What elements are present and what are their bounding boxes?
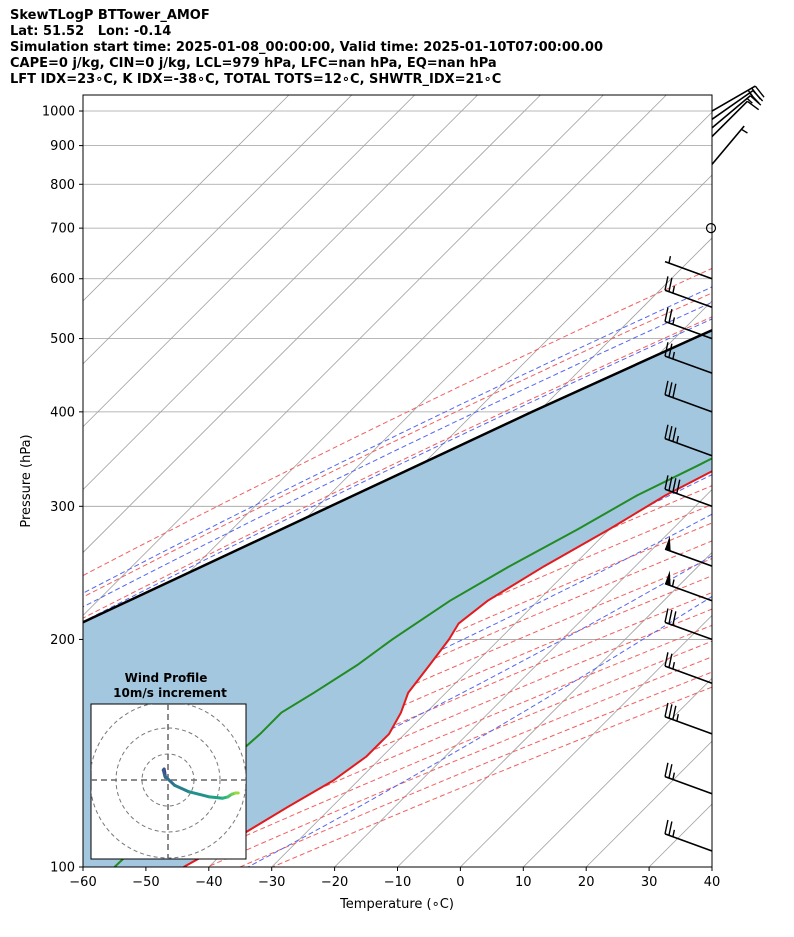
hodograph-segment (173, 783, 191, 794)
y-tick-label: 700 (50, 222, 75, 237)
isotherm-line (83, 95, 290, 302)
wind-barb (664, 570, 713, 602)
x-tick-label: −40 (195, 875, 222, 890)
cape-cin-levels: CAPE=0 j/kg, CIN=0 j/kg, LCL=979 hPa, LF… (10, 56, 497, 71)
wind-barb (664, 608, 713, 641)
x-tick-label: −10 (384, 875, 411, 890)
isotherm-line (334, 489, 712, 867)
y-axis-label: Pressure (hPa) (19, 434, 34, 527)
x-tick-label: 40 (704, 875, 721, 890)
x-tick-label: 0 (456, 875, 464, 890)
hodograph-segment (208, 795, 225, 800)
x-tick-label: −20 (321, 875, 348, 890)
wind-barb (664, 342, 713, 374)
isotherm-line (83, 95, 415, 428)
x-tick-label: 10 (515, 875, 532, 890)
x-tick-label: −30 (258, 875, 285, 890)
y-tick-label: 400 (50, 405, 75, 420)
dewpoint-profile-line (113, 457, 712, 867)
hodograph-segment (163, 774, 176, 787)
isotherm-line (83, 95, 541, 554)
mixing-ratio-line (757, 95, 794, 279)
wind-barb (664, 380, 713, 413)
y-tick-label: 800 (50, 178, 75, 193)
moist-adiabat-line (83, 301, 712, 608)
moist-adiabat-line (83, 286, 712, 594)
wind-barb (664, 535, 713, 567)
y-tick-label: 100 (50, 861, 75, 876)
inset-title: Wind Profile (125, 671, 208, 685)
wind-barb (664, 819, 713, 852)
station-location: Lat: 51.52 Lon: -0.14 (10, 24, 172, 39)
wind-barb (664, 762, 713, 795)
temperature-profile-line (183, 470, 712, 867)
wind-barb (711, 125, 748, 165)
dry-adiabat-line (83, 292, 712, 598)
wind-barb (705, 223, 717, 234)
y-tick-label: 900 (50, 139, 75, 154)
isotherm-line (397, 551, 712, 867)
chart-title: SkewTLogP BTTower_AMOF (10, 8, 210, 23)
x-tick-label: −60 (69, 875, 96, 890)
stability-indices: LFT IDX=23∘C, K IDX=-38∘C, TOTAL TOTS=12… (10, 72, 502, 87)
wind-barb (664, 276, 713, 309)
isotherm-line (83, 95, 604, 616)
wind-barb (711, 89, 764, 120)
wind-barb (664, 256, 713, 280)
wind-barb (664, 307, 713, 340)
y-tick-label: 1000 (42, 105, 75, 120)
isotherm-line (83, 95, 667, 679)
x-tick-label: −50 (132, 875, 159, 890)
isotherm-line (775, 95, 794, 867)
simulation-times: Simulation start time: 2025-01-08_00:00:… (10, 40, 603, 55)
wind-barb (711, 100, 760, 138)
inset-subtitle: 10m/s increment (113, 686, 227, 700)
x-axis-label: Temperature (∘C) (339, 897, 454, 912)
y-tick-label: 200 (50, 633, 75, 648)
hodograph-segment (187, 790, 212, 799)
wind-barb (664, 652, 713, 685)
wind-barb (664, 702, 713, 735)
x-tick-label: 20 (578, 875, 595, 890)
moist-adiabat-line (83, 318, 712, 623)
wind-barb (664, 424, 713, 457)
y-tick-label: 500 (50, 332, 75, 347)
isotherm-line (523, 677, 712, 867)
isotherm-line (460, 614, 712, 867)
dry-adiabat-line (83, 522, 712, 803)
isotherm-line (83, 95, 353, 365)
isotherm-line (83, 95, 478, 491)
moist-adiabat-line (83, 513, 712, 820)
wind-barb (711, 95, 762, 129)
dry-adiabat-line (83, 316, 712, 619)
chart-header: SkewTLogP BTTower_AMOF Lat: 51.52 Lon: -… (10, 8, 603, 88)
y-tick-label: 300 (50, 500, 75, 515)
isotherm-line (711, 866, 712, 867)
dry-adiabat-line (83, 267, 712, 577)
y-tick-label: 600 (50, 272, 75, 287)
wind-barb (664, 475, 713, 508)
x-tick-label: 30 (641, 875, 658, 890)
